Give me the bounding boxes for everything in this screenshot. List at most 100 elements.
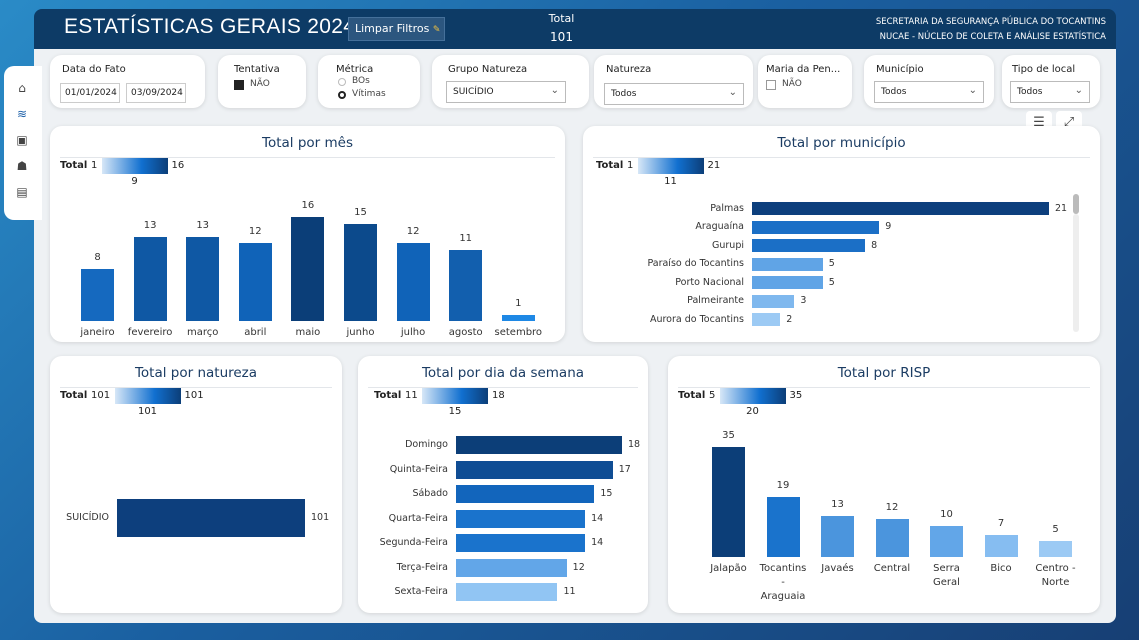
municipio-value: Todos bbox=[881, 87, 907, 97]
legend-label: Total bbox=[60, 390, 88, 401]
bar-value: 19 bbox=[776, 480, 790, 492]
bar bbox=[875, 519, 909, 557]
category-label: junho bbox=[346, 327, 375, 338]
legend-label: Total bbox=[374, 390, 402, 401]
bar-value: 15 bbox=[600, 488, 613, 499]
chart-icon[interactable]: ≋ bbox=[16, 107, 28, 121]
clear-filters-button[interactable]: Limpar Filtros ✎ bbox=[348, 17, 445, 41]
category-label: Aurora do Tocantins bbox=[649, 313, 744, 325]
chart-title: Total por RISP bbox=[837, 365, 931, 381]
bar-value: 7 bbox=[997, 518, 1005, 529]
title-divider bbox=[368, 387, 638, 388]
bar bbox=[117, 499, 305, 537]
chart-title: Total por natureza bbox=[134, 365, 258, 381]
legend-gradient bbox=[719, 388, 786, 404]
bar bbox=[821, 516, 854, 557]
legend-min: 11 bbox=[405, 390, 418, 401]
radio-vitimas[interactable] bbox=[338, 91, 346, 99]
legend-min: 1 bbox=[91, 160, 98, 171]
id-card-icon[interactable]: ▣ bbox=[16, 133, 28, 147]
category-label: Central bbox=[873, 563, 911, 574]
category-label: fevereiro bbox=[127, 327, 173, 338]
page-title: ESTATÍSTICAS GERAIS 2024 bbox=[64, 15, 356, 38]
municipio-dropdown[interactable]: Todos ⌄ bbox=[874, 81, 984, 103]
grupo-natureza-dropdown[interactable]: SUICÍDIO ⌄ bbox=[446, 81, 566, 103]
legend-gradient bbox=[101, 158, 168, 174]
maria-checkbox[interactable] bbox=[766, 80, 776, 90]
radio-vitimas-label: Vítimas bbox=[352, 89, 386, 99]
category-label: Palmas bbox=[710, 202, 744, 214]
bar-value: 3 bbox=[800, 295, 807, 306]
filter-tipo-local: Tipo de local Todos ⌄ bbox=[1002, 55, 1100, 108]
bar-value: 13 bbox=[831, 499, 844, 511]
bar bbox=[456, 460, 613, 479]
bar-value: 13 bbox=[143, 219, 157, 231]
tipo-local-dropdown[interactable]: Todos ⌄ bbox=[1010, 81, 1090, 103]
bar-value: 9 bbox=[885, 221, 892, 232]
title-divider bbox=[593, 157, 1090, 158]
bar-value: 2 bbox=[786, 313, 793, 325]
bar bbox=[456, 436, 622, 454]
filter-date-title: Data do Fato bbox=[62, 64, 126, 75]
legend-min: 101 bbox=[91, 390, 111, 401]
filter-tipo-title: Tipo de local bbox=[1012, 64, 1076, 75]
bar bbox=[752, 313, 781, 326]
home-icon[interactable]: ⌂ bbox=[18, 81, 26, 95]
category-label: Gurupi bbox=[712, 239, 744, 251]
bar-value: 12 bbox=[572, 561, 585, 573]
category-label: Quinta-Feira bbox=[389, 463, 448, 475]
legend-min: 5 bbox=[709, 390, 716, 401]
bar bbox=[449, 249, 483, 321]
category-label: Serra Geral bbox=[933, 563, 960, 588]
filter-grupo-title: Grupo Natureza bbox=[448, 64, 528, 75]
header-bar: ESTATÍSTICAS GERAIS 2024 Limpar Filtros … bbox=[34, 9, 1116, 49]
category-label: Segunda-Feira bbox=[379, 537, 448, 548]
bar bbox=[456, 558, 567, 577]
title-divider bbox=[678, 387, 1090, 388]
bar-value: 21 bbox=[1055, 202, 1068, 214]
bar-value: 14 bbox=[591, 537, 604, 548]
filter-natureza: Natureza Todos ⌄ bbox=[594, 55, 753, 108]
scrollbar-thumb bbox=[1073, 194, 1079, 214]
clear-filters-label: Limpar Filtros bbox=[355, 22, 430, 35]
radio-bos[interactable] bbox=[338, 78, 346, 86]
bar-value: 35 bbox=[722, 430, 735, 441]
bar-value: 5 bbox=[828, 276, 835, 288]
category-label: Centro - Norte bbox=[1035, 563, 1076, 588]
tipo-local-value: Todos bbox=[1017, 87, 1043, 97]
bar bbox=[81, 269, 114, 321]
bar-value: 17 bbox=[618, 463, 631, 475]
bar bbox=[752, 220, 880, 234]
category-label: maio bbox=[295, 327, 321, 338]
chart-title: Total por mês bbox=[262, 135, 353, 151]
people-icon[interactable]: ☗ bbox=[16, 159, 28, 173]
maria-option-label: NÃO bbox=[782, 79, 802, 89]
legend-mid: 11 bbox=[664, 176, 677, 187]
bar bbox=[501, 314, 535, 321]
filter-municipio-title: Município bbox=[876, 64, 924, 75]
org-line-1: SECRETARIA DA SEGURANÇA PÚBLICA DO TOCAN… bbox=[875, 17, 1106, 27]
filter-municipio: Município Todos ⌄ bbox=[864, 55, 994, 108]
category-label: Bico bbox=[990, 563, 1012, 574]
filter-tentativa: Tentativa NÃO bbox=[218, 55, 306, 108]
chart-title: Total por dia da semana bbox=[421, 365, 585, 381]
clipboard-icon[interactable]: ▤ bbox=[16, 185, 28, 199]
bar-value: 18 bbox=[628, 439, 641, 450]
natureza-value: Todos bbox=[611, 89, 637, 99]
bar-value: 1 bbox=[515, 297, 522, 309]
category-label: Tocantins - Araguaia bbox=[759, 563, 807, 602]
legend-gradient bbox=[422, 388, 488, 404]
bar bbox=[984, 535, 1018, 557]
date-start-input[interactable]: 01/01/2024 bbox=[60, 83, 120, 103]
legend-max: 21 bbox=[707, 160, 721, 171]
eraser-icon: ✎ bbox=[432, 25, 441, 35]
natureza-dropdown[interactable]: Todos ⌄ bbox=[604, 83, 744, 105]
category-label: março bbox=[186, 327, 219, 338]
legend-mid: 9 bbox=[131, 176, 138, 187]
bar bbox=[752, 202, 1049, 215]
category-label: SUICÍDIO bbox=[66, 512, 109, 523]
bar-value: 11 bbox=[459, 232, 473, 244]
bar-value: 12 bbox=[248, 226, 262, 237]
date-end-input[interactable]: 03/09/2024 bbox=[126, 83, 186, 103]
tentativa-checkbox[interactable] bbox=[234, 80, 244, 90]
